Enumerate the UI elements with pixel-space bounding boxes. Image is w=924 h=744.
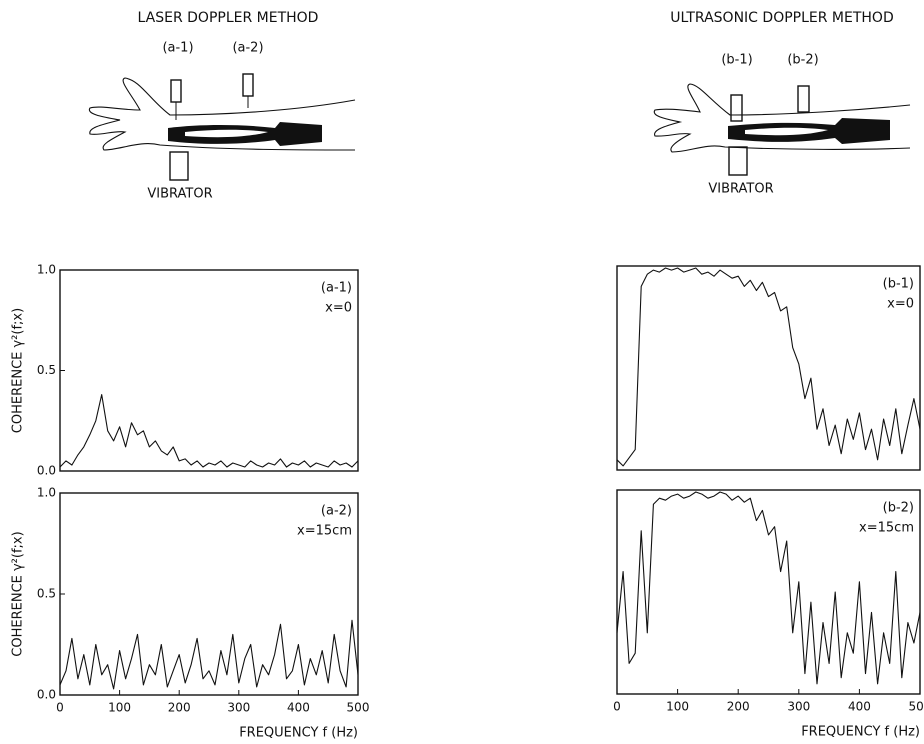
x-axis-label: FREQUENCY f (Hz) [239, 726, 358, 741]
y-axis-label: COHERENCE γ²(f;x) [11, 308, 26, 433]
panel-annotation: (a-1) [321, 281, 352, 296]
vibrator-label: VIBRATOR [708, 182, 773, 197]
x-tick-label: 200 [168, 701, 191, 715]
plot-frame [59, 269, 359, 472]
arm-diagram: LASER DOPPLER METHOD (a-1) (a-2) VIBRATO… [88, 10, 356, 202]
y-tick-label: 0.5 [37, 587, 56, 601]
arm-diagram: ULTRASONIC DOPPLER METHOD (b-1) (b-2) VI… [653, 10, 911, 197]
coherence-line [616, 267, 921, 467]
vibrator-box [169, 151, 189, 181]
panel-annotation: x=0 [325, 301, 352, 316]
x-tick-label: 0 [56, 701, 64, 715]
probe-label: (b-1) [721, 53, 752, 68]
y-tick-label: 0.5 [37, 363, 56, 377]
x-tick-label: 500 [347, 701, 370, 715]
probe [170, 79, 182, 103]
panel-annotation: (a-2) [321, 504, 352, 519]
panel-annotation: x=15cm [297, 524, 352, 539]
coherence-line [59, 619, 359, 690]
plot-frame [616, 265, 921, 471]
x-tick-label: 400 [848, 700, 871, 714]
probe-label: (b-2) [787, 53, 818, 68]
coherence-line [616, 491, 921, 685]
plot-frame [616, 489, 921, 695]
probe [730, 94, 743, 122]
y-axis-label: COHERENCE γ²(f;x) [11, 531, 26, 656]
x-tick-label: 300 [227, 701, 250, 715]
panel-annotation: x=0 [887, 297, 914, 312]
probe-label: (a-1) [162, 41, 193, 56]
x-tick-label: 100 [666, 700, 689, 714]
y-tick-label: 0.0 [37, 464, 56, 478]
probe-label: (a-2) [232, 41, 263, 56]
x-axis-label: FREQUENCY f (Hz) [801, 725, 920, 740]
coherence-line [59, 394, 359, 468]
probe [797, 85, 810, 113]
diagram-title: LASER DOPPLER METHOD [138, 10, 319, 26]
panel-annotation: x=15cm [859, 521, 914, 536]
panel-annotation: (b-2) [883, 501, 914, 516]
vibrator-label: VIBRATOR [147, 187, 212, 202]
x-tick-label: 400 [287, 701, 310, 715]
x-tick-label: 300 [787, 700, 810, 714]
arm-outline [88, 77, 356, 151]
x-tick-label: 200 [727, 700, 750, 714]
bone-marrow [745, 127, 828, 136]
x-tick-label: 100 [108, 701, 131, 715]
x-tick-label: 500 [909, 700, 924, 714]
y-tick-label: 1.0 [37, 263, 56, 277]
bone-marrow [185, 129, 268, 138]
vibrator-box [728, 146, 748, 176]
diagram-title: ULTRASONIC DOPPLER METHOD [670, 10, 893, 26]
probe [242, 73, 254, 97]
panel-annotation: (b-1) [883, 277, 914, 292]
y-tick-label: 0.0 [37, 688, 56, 702]
y-tick-label: 1.0 [37, 486, 56, 500]
arm-outline [653, 83, 911, 153]
x-tick-label: 0 [613, 700, 621, 714]
